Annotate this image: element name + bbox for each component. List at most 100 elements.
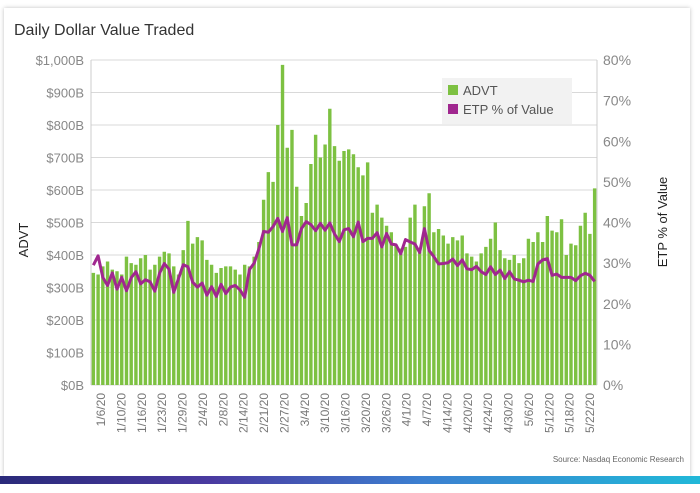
bar-advt [531,242,535,385]
bar-advt [574,245,578,385]
bar-advt [96,274,100,385]
bar-advt [588,233,592,385]
legend-label-advt: ADVT [463,83,498,98]
bar-advt [375,204,379,385]
bar-advt [526,238,531,385]
y-tick-right: 0% [603,377,623,393]
bar-advt [521,258,526,385]
bar-advt [583,212,587,385]
bar-advt [276,125,280,385]
bar-advt [469,256,474,385]
bar-advt [176,274,181,385]
bar-advt [507,259,512,385]
bar-advt [228,266,233,385]
x-tick: 2/8/20 [216,393,230,427]
bar-advt [224,266,228,385]
bar-advt [545,216,550,385]
y-tick-left: $700B [46,151,84,166]
bar-advt [238,274,242,385]
bar-advt [167,253,171,385]
bar-advt [295,186,299,385]
bar-advt [261,199,266,385]
x-tick: 4/20/20 [461,393,475,433]
x-tick: 5/6/20 [522,393,536,427]
bar-advt [484,246,488,385]
bar-advt [148,269,152,385]
bar-advt [162,251,167,385]
y-tick-right: 60% [603,133,631,149]
bar-advt [257,242,261,385]
x-tick: 1/6/20 [94,393,108,427]
y-tick-right: 40% [603,215,631,231]
bar-advt [451,237,455,385]
y-tick-left: $400B [46,248,84,263]
x-tick: 5/12/20 [542,393,556,433]
bar-advt [540,242,545,385]
bar-advt [347,149,351,385]
bar-advt [299,216,304,385]
x-tick: 2/27/20 [277,393,291,433]
x-tick: 1/23/20 [155,393,169,433]
bar-advt [200,240,204,385]
bar-advt [408,217,412,385]
bar-advt [512,255,516,385]
x-tick: 1/10/20 [114,393,128,433]
legend-swatch-etp [448,104,458,114]
y-tick-right: 70% [603,93,631,109]
y-tick-right: 30% [603,255,631,271]
chart-panel [4,8,690,476]
bar-advt [351,154,356,385]
x-tick: 1/16/20 [135,393,149,433]
bar-advt [304,203,308,385]
bar-advt [389,232,393,385]
x-tick: 4/30/20 [502,393,516,433]
bar-advt [252,256,256,385]
x-tick: 2/14/20 [237,393,251,433]
bar-advt [337,160,341,385]
y-tick-left: $100B [46,346,84,361]
bar-advt [129,263,133,385]
bar-advt [290,129,294,385]
bar-advt [328,108,332,385]
x-tick: 2/21/20 [257,393,271,433]
bar-advt [493,222,498,385]
bar-advt [550,230,554,385]
y-tick-left: $600B [46,183,84,198]
bar-advt [488,238,493,385]
y-tick-left: $200B [46,313,84,328]
bar-advt [569,243,573,385]
x-tick: 4/14/20 [440,393,454,433]
bar-advt [143,255,148,385]
y-tick-right: 80% [603,52,631,68]
bar-advt [479,253,483,385]
x-tick: 2/4/20 [196,393,210,427]
footer-gradient-bar [0,476,700,484]
x-tick: 3/4/20 [298,393,312,427]
x-tick: 1/29/20 [176,393,190,433]
bar-advt [384,225,389,385]
bar-advt [247,266,252,385]
legend: ADVT ETP % of Value [442,78,572,124]
x-tick: 5/18/20 [563,393,577,433]
bar-advt [285,147,289,385]
bar-advt [436,229,441,385]
bar-advt [124,256,129,385]
bar-advt [205,259,209,385]
bar-advt [403,246,408,385]
bar-advt [342,151,346,385]
bar-advt [503,258,507,385]
bar-advt [446,243,450,385]
y-tick-left: $900B [46,86,84,101]
y-tick-left: $500B [46,216,84,231]
bar-advt [101,266,105,385]
bar-advt [432,232,436,385]
bar-advt [134,264,138,385]
bar-advt [592,188,597,385]
bar-advt [555,232,559,385]
bar-advt [578,225,583,385]
bar-advt [427,193,431,385]
bar-advt [172,266,176,385]
bar-advt [266,172,271,385]
chart-title: Daily Dollar Value Traded [14,22,195,39]
